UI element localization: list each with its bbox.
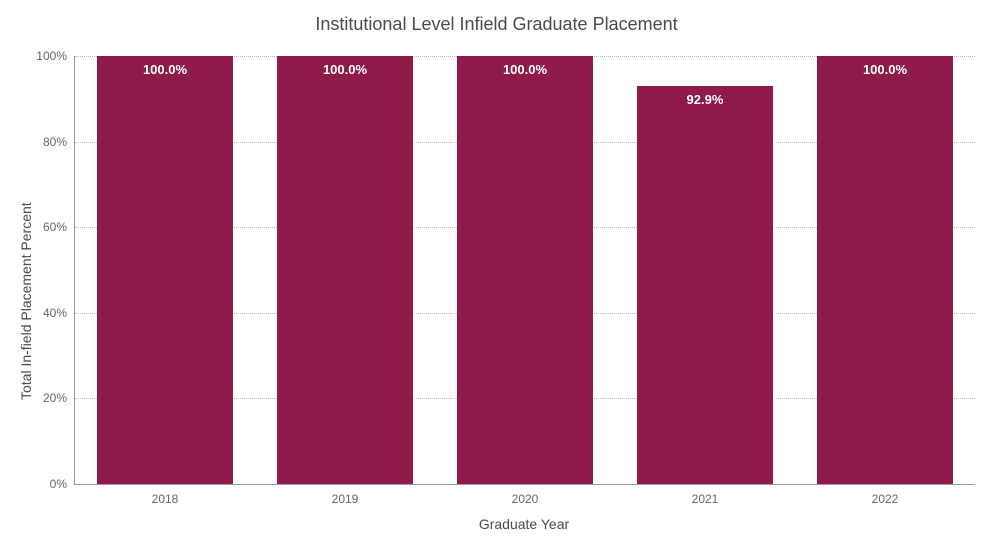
y-tick-label: 80% (43, 135, 75, 149)
plot-area: 0%20%40%60%80%100%100.0%2018100.0%201910… (74, 56, 975, 485)
bar-value-label: 100.0% (503, 62, 547, 77)
bar-value-label: 100.0% (143, 62, 187, 77)
bar: 92.9% (637, 86, 774, 484)
y-tick-label: 40% (43, 306, 75, 320)
bar: 100.0% (97, 56, 234, 484)
bar-value-label: 100.0% (863, 62, 907, 77)
x-tick-label: 2020 (512, 484, 539, 506)
y-tick-label: 60% (43, 220, 75, 234)
bar: 100.0% (277, 56, 414, 484)
chart-container: Institutional Level Infield Graduate Pla… (0, 0, 993, 540)
x-axis-title: Graduate Year (74, 516, 974, 532)
y-tick-label: 20% (43, 391, 75, 405)
y-axis-title: Total In-field Placement Percent (18, 202, 34, 400)
chart-title: Institutional Level Infield Graduate Pla… (0, 14, 993, 35)
y-tick-label: 0% (50, 477, 75, 491)
x-tick-label: 2022 (872, 484, 899, 506)
bar-value-label: 100.0% (323, 62, 367, 77)
bar: 100.0% (457, 56, 594, 484)
bar-value-label: 92.9% (687, 92, 724, 107)
x-tick-label: 2021 (692, 484, 719, 506)
x-tick-label: 2018 (152, 484, 179, 506)
x-tick-label: 2019 (332, 484, 359, 506)
y-tick-label: 100% (36, 49, 75, 63)
bar: 100.0% (817, 56, 954, 484)
